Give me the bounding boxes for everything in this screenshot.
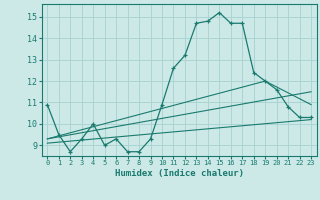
X-axis label: Humidex (Indice chaleur): Humidex (Indice chaleur): [115, 169, 244, 178]
